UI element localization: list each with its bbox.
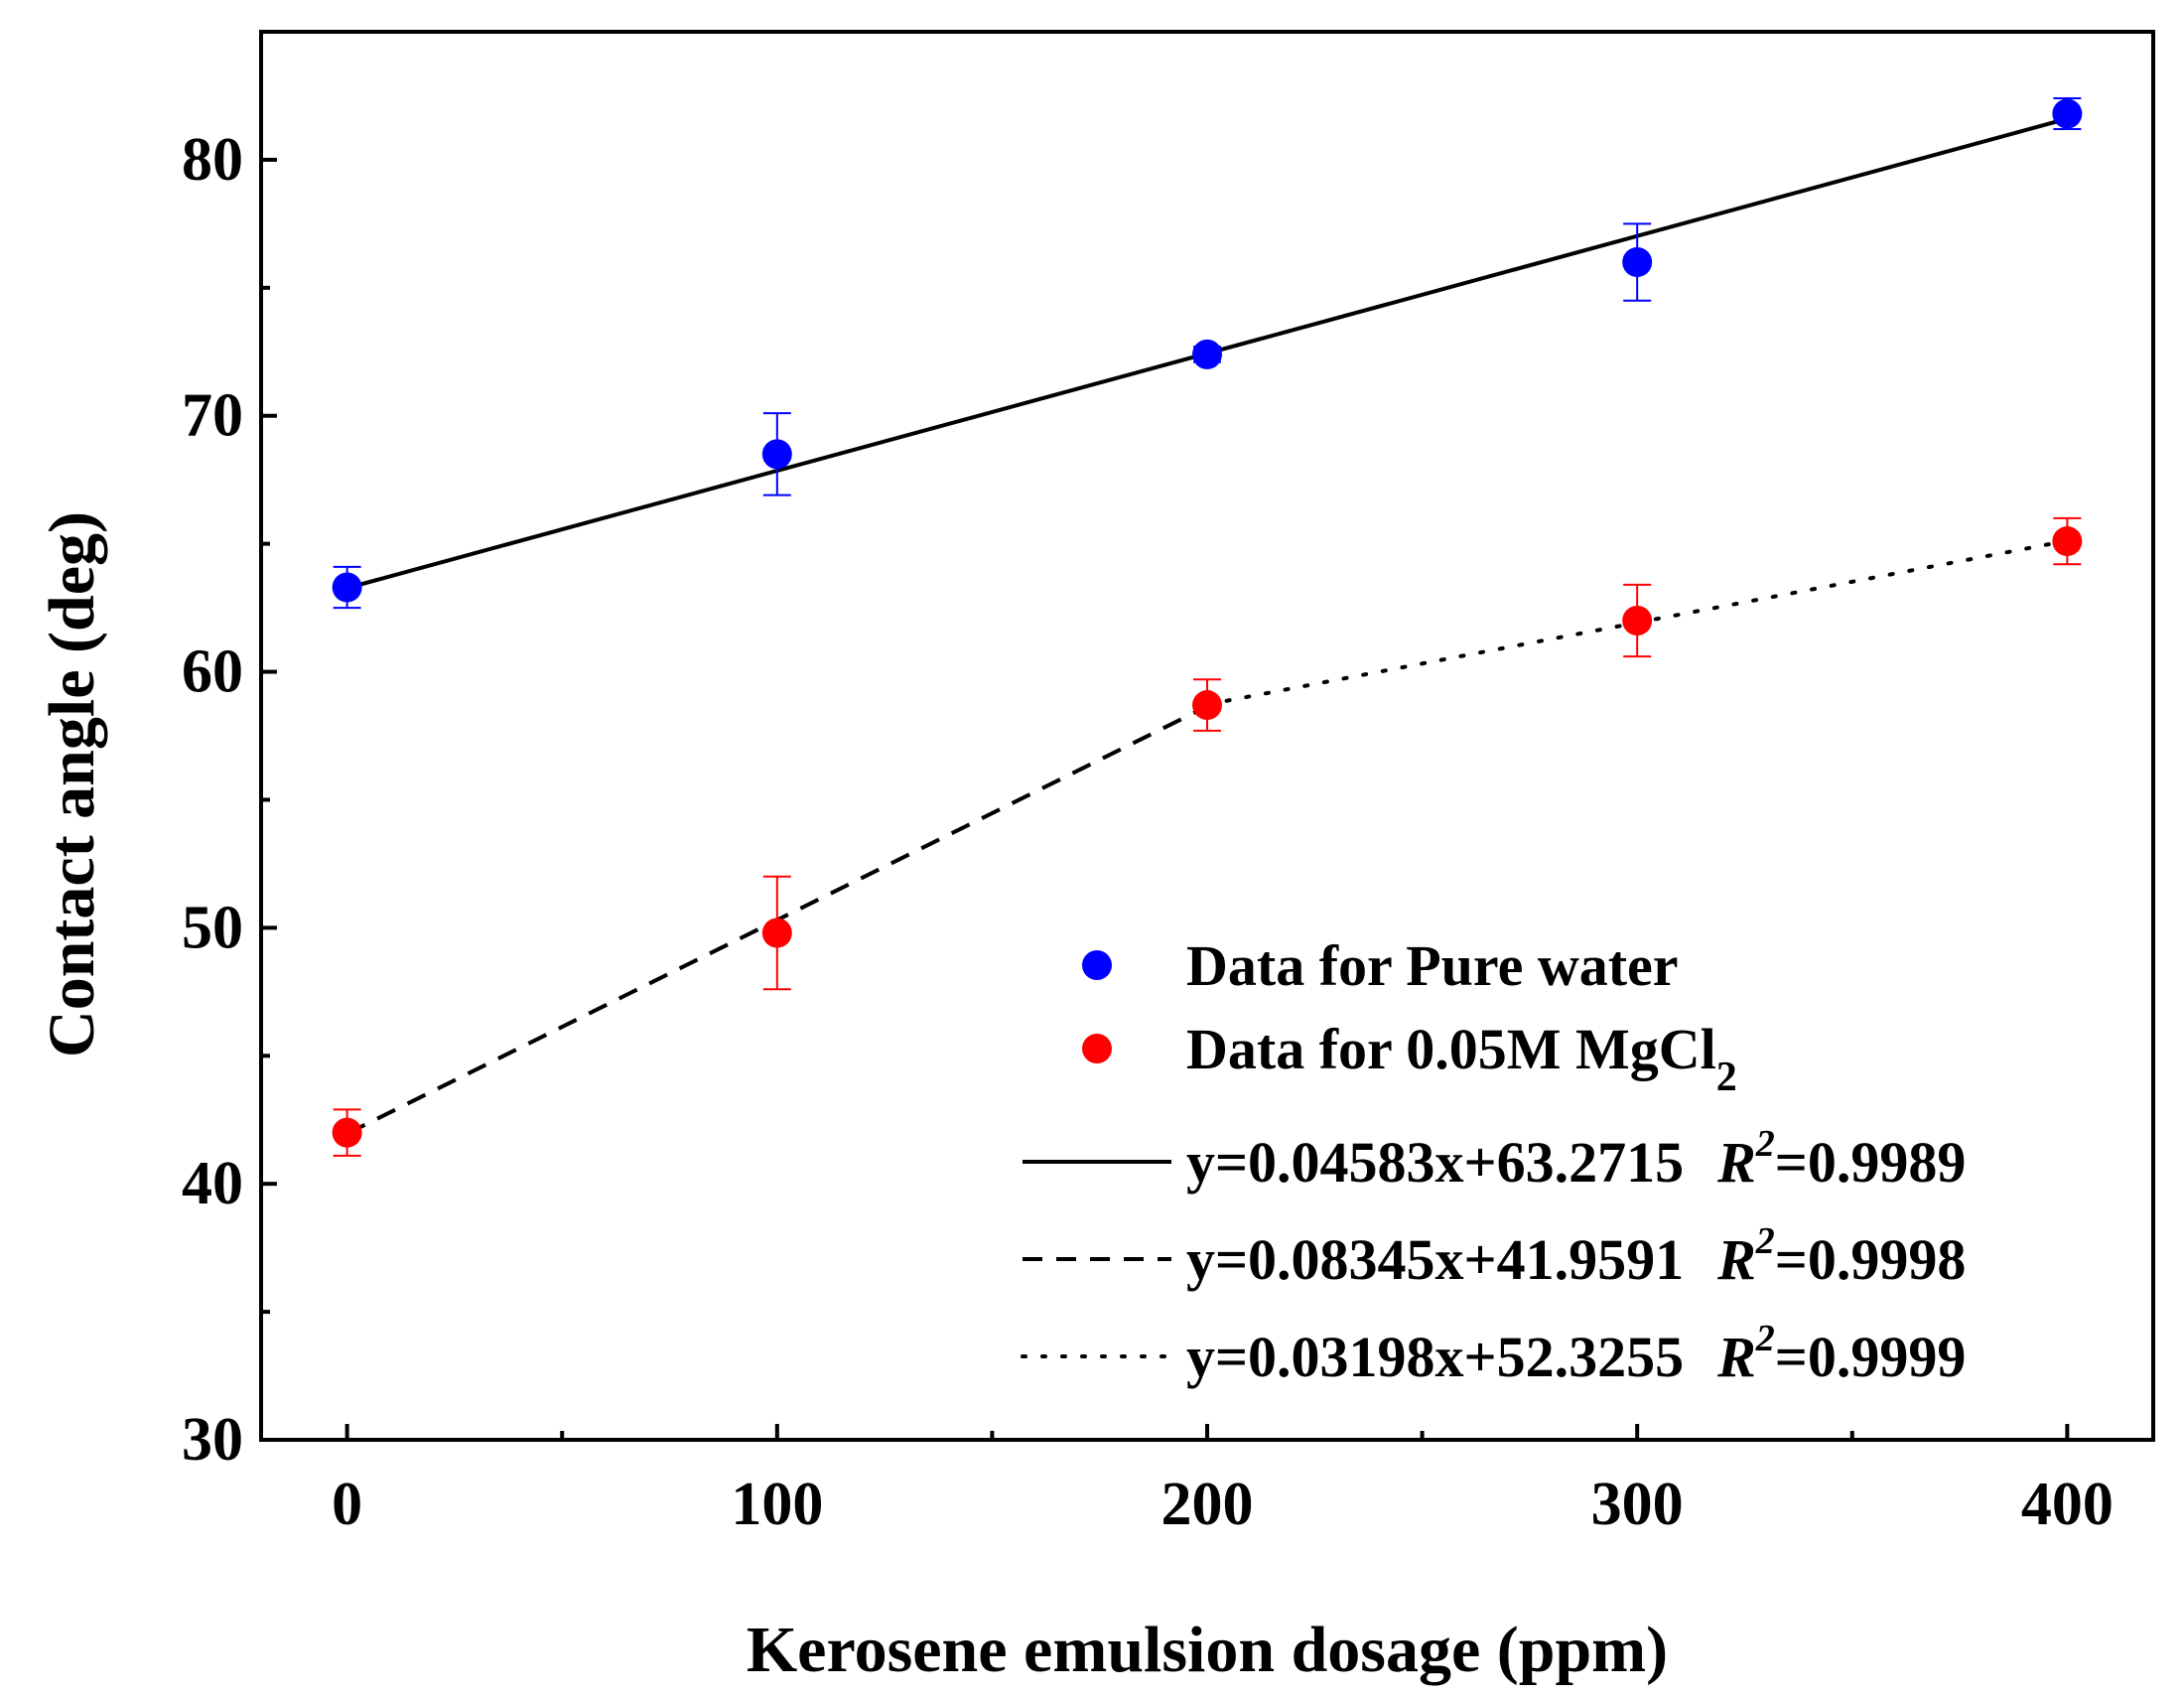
data-point-pure-water [2052,98,2083,129]
data-points [332,97,2083,1157]
legend-label-mgcl2-subscript: 2 [1716,1055,1737,1100]
fit-solid-equation: y=0.04583x+63.2715 [1186,1130,1684,1195]
data-point-mgcl2 [1192,690,1222,721]
data-point-pure-water [1192,339,1222,369]
axis-ticks: 0 100 200 300 400 30 40 50 60 70 80 [182,126,2114,1538]
x-tick-label: 200 [1161,1471,1254,1538]
x-tick-label: 0 [332,1471,362,1538]
legend-label-mgcl2: Data for 0.05M MgCl2 [1186,1017,1737,1100]
legend-label-pure-water: Data for Pure water [1186,933,1679,998]
data-point-mgcl2 [332,1117,362,1148]
y-axis-title: Contact angle (deg) [36,511,108,1058]
y-tick-label: 70 [182,382,243,450]
x-tick-label: 100 [731,1471,823,1538]
data-point-pure-water [332,572,362,603]
legend-marker-mgcl2 [1082,1034,1112,1063]
fit-dashed-r: R [1716,1227,1756,1292]
legend-marker-pure-water [1082,950,1112,980]
data-point-pure-water [1622,247,1653,278]
legend-fit-dashed: y=0.08345x+41.9591 R2=0.9998 [1186,1220,1966,1292]
legend-fit-dotted: y=0.03198x+52.3255 R2=0.9999 [1186,1318,1966,1389]
y-tick-label: 30 [182,1406,243,1474]
y-tick-label: 80 [182,126,243,194]
legend-label-mgcl2-text: Data for 0.05M MgCl [1186,1017,1716,1081]
x-axis-title: Kerosene emulsion dosage (ppm) [747,1614,1668,1686]
y-tick-label: 50 [182,894,243,961]
legend-fit-solid: y=0.04583x+63.2715 R2=0.9989 [1186,1123,1966,1195]
y-tick-label: 40 [182,1150,243,1217]
fit-solid-r-sup: 2 [1755,1123,1775,1165]
x-tick-label: 400 [2021,1471,2114,1538]
legend: Data for Pure water Data for 0.05M MgCl2… [1021,933,1966,1389]
fit-solid-r-value: =0.9989 [1775,1130,1967,1195]
x-tick-label: 300 [1591,1471,1684,1538]
data-point-mgcl2 [2052,526,2083,557]
y-tick-label: 60 [182,638,243,706]
fit-dashed-r-value: =0.9998 [1775,1227,1967,1292]
data-point-pure-water [761,439,792,470]
data-point-mgcl2 [1622,605,1653,636]
fit-dotted-r-sup: 2 [1755,1318,1775,1359]
fit-solid-r: R [1716,1130,1756,1195]
fit-dotted-equation: y=0.03198x+52.3255 [1186,1325,1684,1389]
data-point-mgcl2 [761,918,792,948]
fit-dashed-equation: y=0.08345x+41.9591 [1186,1227,1684,1292]
fit-dashed-r-sup: 2 [1755,1220,1775,1262]
fit-dotted-r-value: =0.9999 [1775,1325,1967,1389]
fit-dotted-r: R [1716,1325,1756,1389]
